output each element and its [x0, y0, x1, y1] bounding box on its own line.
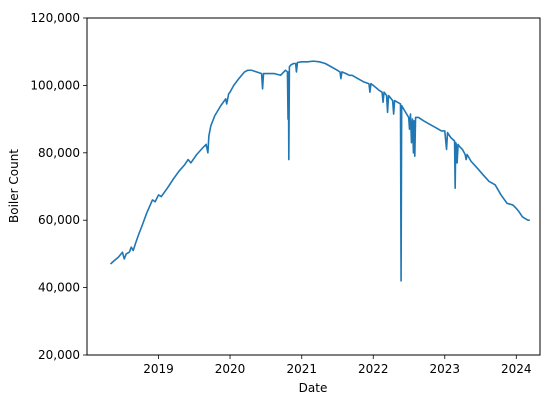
series-layer: [109, 60, 530, 282]
x-tick-label: 2019: [143, 362, 174, 376]
x-tick-label: 2023: [430, 362, 461, 376]
x-tick-label: 2024: [501, 362, 532, 376]
x-axis: 2019 2020 2021 2022 2023 2024: [143, 355, 532, 376]
x-tick-label: 2022: [358, 362, 389, 376]
plot-frame: [86, 17, 541, 356]
x-tick-label: 2020: [215, 362, 246, 376]
x-axis-title: Date: [299, 381, 328, 395]
series-line-boiler-count: [109, 60, 530, 282]
x-tick-label: 2021: [286, 362, 317, 376]
y-axis-title: Boiler Count: [7, 149, 21, 223]
y-axis: 20,000 40,000 60,000 80,000 100,000 120,000: [30, 11, 87, 362]
y-tick-label: 100,000: [30, 78, 80, 92]
y-tick-label: 120,000: [30, 11, 80, 25]
y-tick-label: 40,000: [38, 281, 80, 295]
y-tick-label: 20,000: [38, 348, 80, 362]
y-tick-label: 80,000: [38, 146, 80, 160]
y-tick-label: 60,000: [38, 213, 80, 227]
